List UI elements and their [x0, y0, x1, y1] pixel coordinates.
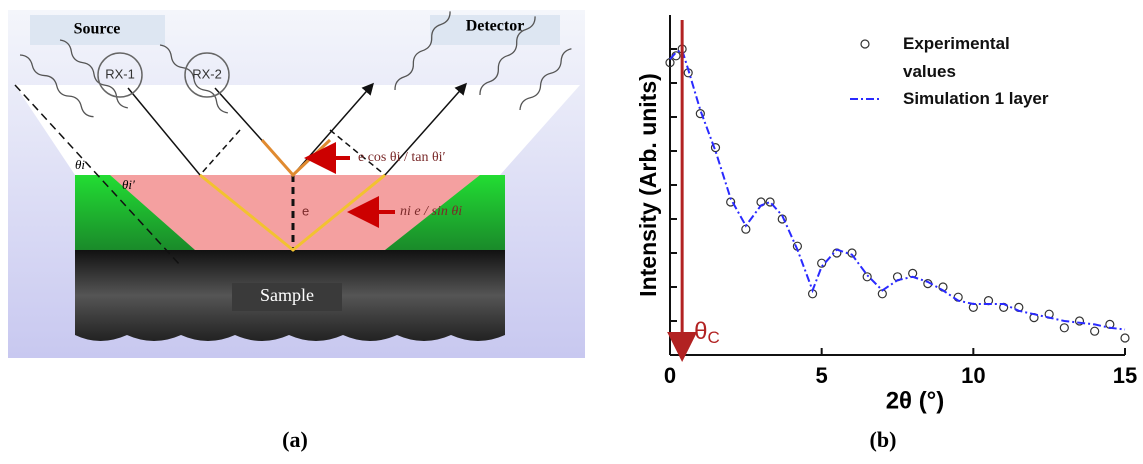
incidence-band [15, 85, 580, 175]
legend-label: Simulation 1 layer [903, 89, 1049, 108]
annotation-symbol: θ [694, 318, 707, 345]
sample-box [232, 283, 342, 311]
data-point [847, 248, 857, 258]
source-label: Source [74, 21, 121, 38]
angle-label: θi [75, 157, 85, 172]
legend-marker [860, 39, 870, 49]
x-tick-label: 10 [961, 363, 985, 388]
data-point [862, 272, 872, 282]
rx2-label: RX-2 [192, 66, 222, 81]
data-point [765, 197, 775, 207]
data-point [1059, 323, 1069, 333]
y-axis-label: Intensity (Arb. units) [635, 73, 661, 297]
annotation-subscript: C [707, 328, 719, 347]
data-point [710, 143, 721, 153]
x-axis-label: 2θ (°) [886, 387, 945, 414]
caption: (a) [282, 427, 308, 452]
annotation: θC [694, 318, 720, 347]
angle-label: θi′ [122, 177, 135, 192]
detector-label: Detector [466, 18, 525, 35]
data-line [669, 48, 1126, 331]
sample-label: Sample [260, 285, 314, 305]
x-tick-label: 5 [816, 363, 828, 388]
data-point [695, 108, 705, 119]
chart-b: 0 5 10 15 2θ (°) Intensity (Arb. units) θC [635, 15, 1137, 414]
refracted-zone [110, 175, 480, 250]
data-point [817, 258, 827, 268]
source-box [30, 15, 165, 45]
caption: (b) [870, 427, 897, 452]
data-point [1090, 326, 1100, 336]
lower-label: ni e / sin θi [400, 204, 462, 219]
diagram-a: Source Detector RX-1 RX-2 e cos θi / tan… [8, 10, 585, 358]
x-tick-label: 15 [1113, 363, 1137, 388]
data-point [1074, 316, 1085, 326]
upper-label: e cos θi / tan θi′ [358, 150, 446, 165]
rays [14, 52, 467, 266]
legend-label: Experimental values [903, 34, 1010, 81]
rx1-label: RX-1 [105, 66, 135, 81]
detector-box [430, 15, 560, 45]
data-point [1120, 333, 1130, 343]
x-tick-label: 0 [664, 363, 676, 388]
thickness-label: e [302, 203, 309, 218]
